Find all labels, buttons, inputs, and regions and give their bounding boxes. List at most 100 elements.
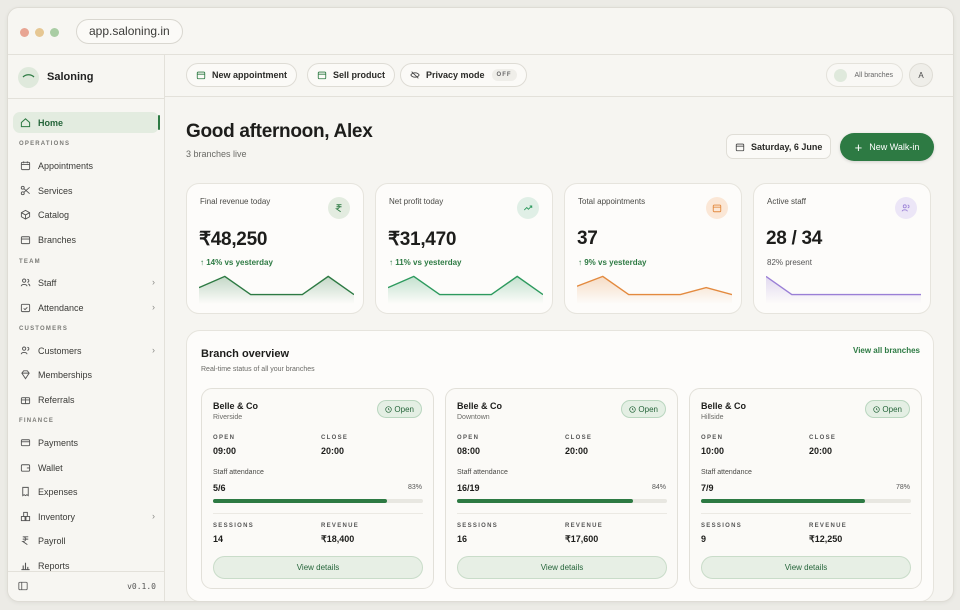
status-label: Open (394, 404, 414, 414)
sidebar-item-memberships[interactable]: Memberships (13, 364, 159, 385)
scissors-icon (20, 185, 30, 196)
plus-icon: + (854, 139, 863, 155)
privacy-mode-toggle[interactable]: Privacy mode OFF (400, 63, 527, 87)
sidebar-item-attendance[interactable]: Attendance › (13, 297, 159, 318)
branch-location: Downtown (457, 414, 490, 421)
sidebar-item-customers[interactable]: Customers › (13, 340, 159, 361)
view-all-branches-link[interactable]: View all branches (853, 346, 920, 355)
sidebar-item-services[interactable]: Services (13, 180, 159, 201)
box-icon (317, 71, 327, 80)
page-subtitle: 3 branches live (186, 149, 247, 159)
sparkline-area (388, 276, 543, 304)
brand[interactable]: Saloning (18, 66, 93, 88)
sidebar-item-expenses[interactable]: Expenses (13, 481, 159, 502)
sidebar-item-branches[interactable]: Branches (13, 229, 159, 250)
view-details-button[interactable]: View details (213, 556, 423, 579)
view-details-button[interactable]: View details (701, 556, 911, 579)
sidebar-item-appointments[interactable]: Appointments (13, 155, 159, 176)
attendance-progress-bar (213, 499, 423, 503)
brand-name: Saloning (47, 71, 94, 83)
stat-card: Active staff 28 / 34 82% present (753, 183, 931, 314)
avatar[interactable]: A (909, 63, 933, 87)
sessions-label: SESSIONS (213, 523, 255, 529)
sidebar-item-label: Inventory (38, 511, 76, 522)
calendar-icon (196, 71, 206, 80)
button-label: Sell product (333, 70, 386, 80)
title-bar: app.saloning.in (8, 8, 953, 55)
date-picker-button[interactable]: Saturday, 6 June (726, 134, 832, 159)
minimize-window-button[interactable] (35, 28, 44, 37)
close-label: CLOSE (321, 435, 349, 441)
maximize-window-button[interactable] (50, 28, 59, 37)
chevron-right-icon: › (152, 511, 155, 521)
chevron-right-icon: › (152, 277, 155, 287)
stat-delta: ↑ 11% vs yesterday (389, 258, 462, 267)
address-bar[interactable]: app.saloning.in (76, 19, 183, 44)
privacy-status-badge: OFF (491, 69, 517, 81)
sidebar-item-label: Home (38, 117, 64, 128)
sidebar-item-catalog[interactable]: Catalog (13, 204, 159, 225)
stat-delta: 82% present (767, 258, 812, 267)
sparkline (388, 275, 543, 304)
clock-icon (629, 405, 637, 413)
sessions-value: 9 (701, 534, 707, 544)
attendance-progress-fill (457, 499, 634, 503)
browser-window: app.saloning.in Saloning Home OPERATIONS… (7, 7, 954, 602)
stat-delta: ↑ 14% vs yesterday (200, 258, 273, 267)
view-details-button[interactable]: View details (457, 556, 667, 579)
sessions-label: SESSIONS (457, 523, 499, 529)
revenue-label: REVENUE (321, 523, 360, 529)
version-label: v0.1.0 (127, 582, 156, 591)
sidebar-item-reports[interactable]: Reports (13, 555, 159, 576)
section-title: Branch overview (201, 348, 290, 360)
branch-card: Belle & Co Hillside Open OPEN 10:00 CLOSE 20:0… (689, 388, 922, 589)
attendance-label: Staff attendance (213, 469, 264, 476)
wallet-icon (20, 464, 31, 472)
sidebar-item-wallet[interactable]: Wallet (13, 457, 159, 478)
close-window-button[interactable] (20, 28, 29, 37)
sidebar-item-label: Attendance (38, 302, 84, 313)
sidebar-item-payroll[interactable]: Payroll (13, 530, 159, 551)
button-label: Privacy mode (426, 70, 485, 80)
attendance-percent: 83% (407, 484, 422, 491)
new-walkin-button[interactable]: + New Walk-in (840, 133, 934, 161)
stat-title: Final revenue today (200, 197, 271, 206)
new-appointment-button[interactable]: New appointment (186, 63, 298, 87)
section-subtitle: Real-time status of all your branches (201, 366, 315, 373)
clock-icon (873, 405, 881, 413)
button-label: New appointment (212, 70, 288, 80)
attendance-label: Staff attendance (701, 469, 752, 476)
gem-icon (21, 370, 30, 380)
sidebar-item-label: Services (38, 185, 73, 196)
attendance-percent: 78% (895, 484, 910, 491)
revenue-value: ₹18,400 (321, 534, 355, 544)
revenue-value: ₹12,250 (809, 534, 843, 544)
stat-title: Net profit today (389, 197, 444, 206)
branch-selector-label: All branches (854, 71, 893, 79)
section-label-finance: FINANCE (19, 418, 55, 424)
chevron-right-icon: › (152, 345, 155, 355)
sparkline-area (199, 276, 354, 304)
close-time: 20:00 (809, 446, 833, 456)
sidebar-toggle-icon[interactable] (18, 581, 28, 591)
sidebar-item-referrals[interactable]: Referrals (13, 389, 159, 410)
status-badge: Open (621, 400, 666, 418)
branch-name: Belle & Co (701, 401, 747, 411)
open-label: OPEN (701, 435, 724, 441)
sidebar-item-inventory[interactable]: Inventory › (13, 506, 159, 527)
calendar-icon (735, 143, 745, 151)
sell-product-button[interactable]: Sell product (307, 63, 396, 87)
sidebar-item-label: Payments (38, 437, 79, 448)
sidebar-item-label: Customers (38, 345, 82, 356)
sidebar-item-home[interactable]: Home (13, 112, 160, 133)
attendance-label: Staff attendance (457, 469, 508, 476)
branch-selector[interactable]: All branches (826, 63, 903, 87)
open-time: 08:00 (457, 446, 481, 456)
attendance-progress-bar (457, 499, 667, 503)
stat-value: 37 (577, 228, 598, 249)
sidebar-item-label: Payroll (38, 535, 66, 546)
eye-off-icon (410, 71, 420, 79)
sidebar-item-staff[interactable]: Staff › (13, 272, 159, 293)
sidebar-item-payments[interactable]: Payments (13, 432, 159, 453)
revenue-label: REVENUE (809, 523, 848, 529)
